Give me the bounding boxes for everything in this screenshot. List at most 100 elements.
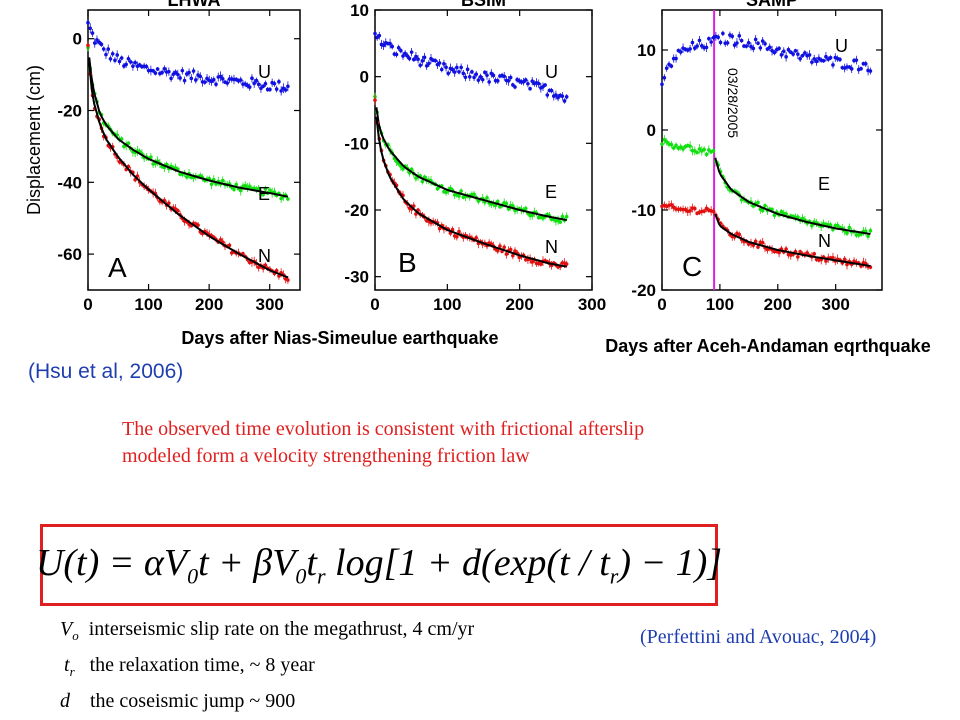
data-point xyxy=(459,65,463,70)
data-point xyxy=(688,47,692,51)
y-tick-label: -60 xyxy=(57,245,82,264)
data-point xyxy=(753,239,758,244)
data-point xyxy=(227,243,232,248)
data-point xyxy=(485,73,489,78)
data-point xyxy=(695,150,699,155)
data-point xyxy=(805,251,809,255)
data-point xyxy=(786,47,791,52)
data-point xyxy=(189,76,194,81)
data-point xyxy=(536,81,541,86)
y-tick-label: -20 xyxy=(57,102,82,121)
data-point xyxy=(718,40,723,45)
data-point xyxy=(218,74,223,79)
data-point xyxy=(688,144,692,148)
data-point xyxy=(409,50,414,54)
data-point xyxy=(777,46,781,51)
data-point xyxy=(268,87,272,92)
data-point xyxy=(662,75,667,80)
data-point xyxy=(176,208,180,213)
x-tick-label: 300 xyxy=(578,295,606,314)
y-tick-label: -30 xyxy=(344,268,369,287)
data-point xyxy=(279,89,283,93)
data-point xyxy=(247,184,252,189)
x-tick-label: 0 xyxy=(657,295,666,314)
data-point xyxy=(113,58,117,63)
data-point xyxy=(859,66,863,71)
series-label: N xyxy=(818,231,831,251)
data-point xyxy=(506,79,511,83)
data-point xyxy=(220,77,225,81)
afterslip-equation: U(t) = αV0t + βV0tr log[1 + d(exp(t / tr… xyxy=(36,541,722,590)
data-point xyxy=(549,88,554,93)
data-point xyxy=(849,67,854,71)
data-point xyxy=(286,84,290,89)
data-point xyxy=(798,56,802,61)
data-point xyxy=(437,61,442,65)
data-point xyxy=(810,60,814,64)
data-point xyxy=(411,57,416,62)
data-point xyxy=(234,182,239,187)
data-point xyxy=(838,57,842,62)
data-point xyxy=(263,263,268,268)
data-point xyxy=(420,179,425,184)
data-point xyxy=(530,79,535,83)
data-point xyxy=(211,77,216,82)
y-tick-label: -20 xyxy=(631,281,656,300)
def-symbol: V xyxy=(60,618,73,640)
data-point xyxy=(863,229,868,233)
data-point xyxy=(545,93,550,97)
data-point xyxy=(863,62,868,66)
data-point xyxy=(176,72,180,77)
data-point xyxy=(457,194,461,198)
data-point xyxy=(162,66,167,71)
data-point xyxy=(457,229,461,234)
data-point xyxy=(702,147,706,152)
data-point xyxy=(263,187,268,191)
data-point xyxy=(167,201,171,206)
data-point xyxy=(220,178,225,183)
data-point xyxy=(151,68,155,73)
data-point xyxy=(243,183,248,188)
series-label: N xyxy=(258,246,271,266)
data-point xyxy=(272,81,277,86)
data-point xyxy=(760,39,765,43)
event-label: 03/28/2005 xyxy=(725,68,741,138)
eq-term2-t: t xyxy=(306,541,317,584)
x-tick-label: 200 xyxy=(764,295,792,314)
series-label: E xyxy=(545,182,557,202)
y-tick-label: 0 xyxy=(647,121,656,140)
data-point xyxy=(381,43,386,48)
y-axis-label: Displacement (cm) xyxy=(24,65,44,215)
y-tick-label: 0 xyxy=(360,68,369,87)
finding-text: The observed time evolution is consisten… xyxy=(122,416,862,470)
data-point xyxy=(252,81,256,86)
data-point xyxy=(702,209,706,213)
data-point xyxy=(558,220,563,224)
data-point xyxy=(196,223,200,227)
data-point xyxy=(502,245,507,250)
y-tick-label: -40 xyxy=(57,173,82,192)
data-point xyxy=(504,201,509,206)
data-point xyxy=(209,182,214,186)
data-point xyxy=(735,41,739,45)
data-point xyxy=(758,46,763,50)
data-point xyxy=(169,76,173,81)
data-point xyxy=(399,48,403,53)
data-point xyxy=(513,85,517,89)
eq-term2-t-sub: r xyxy=(316,563,326,589)
data-point xyxy=(564,214,569,219)
series-label: E xyxy=(818,174,830,194)
data-point xyxy=(104,52,108,57)
definition-vo: Vo interseismic slip rate on the megathr… xyxy=(60,618,474,644)
data-point xyxy=(485,195,489,200)
data-point xyxy=(779,209,784,214)
data-point xyxy=(868,228,873,233)
data-point xyxy=(420,59,425,63)
data-point xyxy=(373,98,377,102)
data-point xyxy=(845,262,849,267)
plot-frame xyxy=(87,9,301,291)
model-fit-line xyxy=(714,213,871,267)
data-point xyxy=(662,137,667,142)
data-point xyxy=(784,247,788,251)
data-point xyxy=(128,60,133,64)
